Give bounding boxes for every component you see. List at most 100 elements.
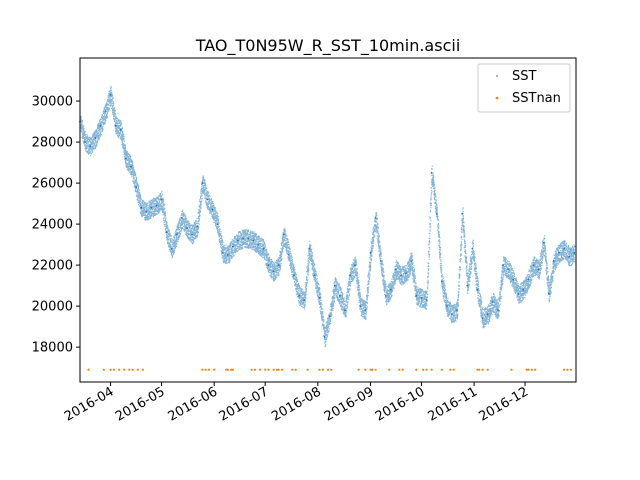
y-tick-label-4: 26000 (32, 177, 73, 192)
sstnan-point (374, 368, 377, 371)
sstnan-point (208, 368, 211, 371)
sstnan-point (388, 368, 391, 371)
sstnan-point (250, 368, 253, 371)
sst-point (435, 212, 438, 215)
sst-point (308, 247, 311, 250)
sst-series (79, 86, 576, 348)
sst-point (446, 305, 448, 307)
sst-point (119, 128, 122, 131)
y-tick-label-6: 30000 (32, 95, 73, 110)
sstnan-point (259, 368, 262, 371)
sst-point (277, 264, 280, 266)
sst-point (527, 278, 530, 281)
sst-point (150, 206, 153, 209)
sstnan-point (321, 368, 324, 371)
sst-point (160, 198, 163, 201)
sst-point (313, 274, 316, 277)
sstnan-point (109, 368, 112, 371)
sst-point (497, 309, 499, 312)
sst-point (491, 301, 494, 303)
sstnan-point (264, 368, 267, 371)
chart-title: TAO_T0N95W_R_SST_10min.ascii (195, 36, 461, 56)
sstnan-point (452, 368, 455, 371)
sst-point (94, 137, 97, 139)
legend-marker-sst (496, 75, 498, 77)
sstnan-point (486, 368, 489, 371)
sstnan-point (566, 368, 569, 371)
sst-point (461, 212, 464, 215)
sst-point (104, 110, 107, 113)
sst-point (323, 336, 326, 338)
sstnan-series (87, 368, 573, 371)
sstnan-point (401, 368, 404, 371)
sstnan-point (136, 368, 139, 371)
sst-point (114, 124, 117, 127)
sstnan-point (510, 368, 513, 371)
sstnan-point (253, 368, 257, 371)
sstnan-point (123, 368, 126, 371)
sstnan-point (102, 368, 105, 371)
sst-point (206, 198, 209, 201)
sstnan-point (369, 368, 372, 371)
sst-point (252, 239, 255, 242)
sst-point (440, 280, 443, 283)
sstnan-point (357, 368, 360, 371)
sst-point (568, 256, 571, 258)
sstnan-point (318, 368, 321, 371)
sst-point (537, 268, 540, 271)
sstnan-point (534, 368, 537, 371)
sst-point (84, 141, 86, 144)
sst-point (400, 274, 402, 277)
sst-point (186, 227, 188, 230)
sst-point (293, 274, 295, 277)
sst-point (282, 233, 285, 236)
sst-point (466, 284, 469, 287)
legend: SST SSTnan (477, 63, 571, 113)
sstnan-point (563, 368, 566, 371)
sst-point (242, 237, 245, 240)
sstnan-point (415, 368, 418, 371)
sst-point (130, 165, 132, 168)
sst-point (328, 315, 331, 318)
sst-point (389, 288, 392, 291)
sstnan-point (478, 368, 481, 371)
sst-point (191, 233, 194, 236)
sst-point (425, 299, 428, 301)
sstnan-point (118, 368, 121, 371)
sst-point (354, 264, 357, 266)
sst-point (247, 237, 250, 240)
sst-point (298, 295, 300, 297)
sstnan-point (569, 368, 573, 371)
sst-point (522, 288, 525, 291)
sstnan-point (371, 368, 374, 371)
legend-label-sst: SST (512, 69, 537, 84)
sst-point (135, 186, 138, 189)
sst-point (226, 254, 229, 256)
sst-point (109, 94, 112, 96)
sst-point (547, 292, 550, 295)
sst-point (196, 225, 199, 228)
sst-point (451, 313, 453, 316)
sst-point (262, 247, 265, 250)
sstnan-point (225, 368, 228, 371)
sstnan-point (204, 368, 207, 371)
sst-point (257, 243, 260, 246)
sst-point (415, 295, 418, 297)
sst-point (125, 157, 127, 160)
sstnan-point (267, 368, 270, 371)
sst-point (364, 309, 367, 312)
sst-point (237, 239, 239, 242)
legend-marker-sstnan (495, 96, 499, 100)
sst-point (471, 247, 474, 250)
legend-label-sstnan: SSTnan (512, 91, 561, 106)
sstnan-point (281, 368, 284, 371)
sstnan-point (201, 368, 204, 371)
sstnan-point (226, 368, 229, 371)
sst-point (232, 245, 234, 248)
sstnan-point (425, 368, 428, 371)
sst-point (89, 145, 92, 148)
sst-point (573, 251, 576, 254)
sst-point (344, 309, 346, 312)
y-tick-label-0: 18000 (32, 341, 73, 356)
